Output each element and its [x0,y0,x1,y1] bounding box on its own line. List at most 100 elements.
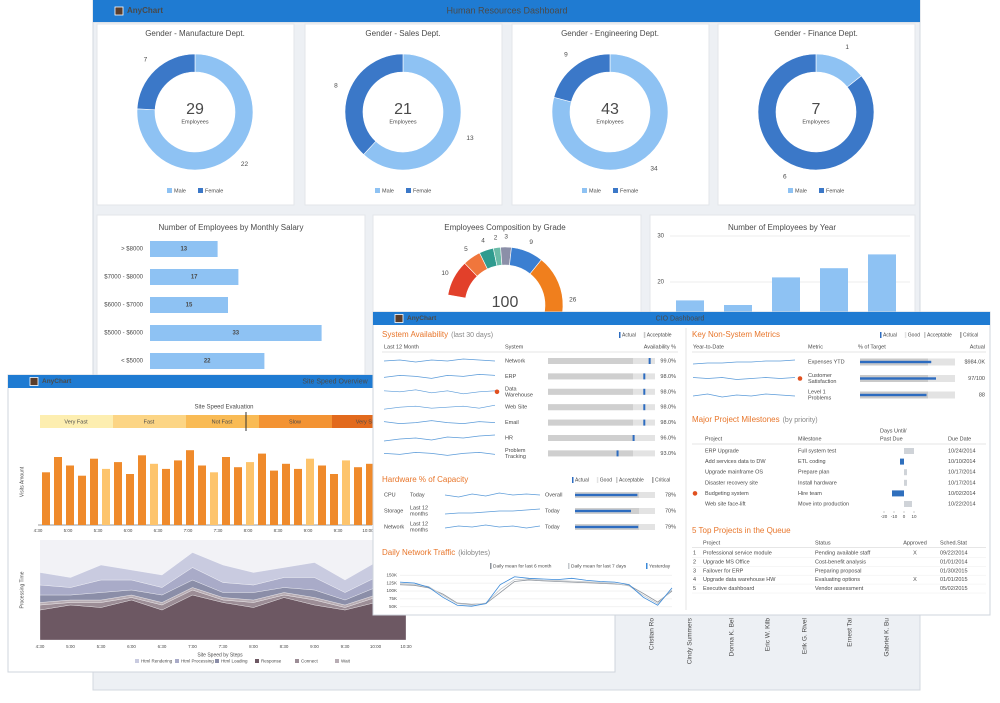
legend-swatch [375,188,380,193]
slice-label: 5 [464,246,468,253]
x-tick-label: 8:00 [244,528,253,533]
column-header: Milestone [798,436,822,442]
due-date: 10/17/2014 [948,480,976,486]
milestone-name: Move into production [798,501,849,507]
sparkline [692,393,796,398]
evaluation-band [186,415,259,428]
milestone-name: ETL coding [798,459,826,465]
system-name: Problem [505,448,526,454]
bullet-acceptable [548,373,633,380]
value-label: 99.0% [660,358,676,364]
section-title: Daily Network Traffic (kilobytes) [382,548,490,557]
alert-dot [494,389,500,395]
bar [366,463,374,525]
donut-slice [344,53,404,155]
column-header: System [505,344,524,350]
legend-swatch [904,332,907,338]
slice-label: 8 [334,82,338,89]
legend-label: Good [908,332,920,338]
panel-title: Number of Employees by Monthly Salary [159,223,304,232]
sparkline [383,452,496,456]
x-tick-label: 5:00 [66,644,75,649]
line [399,578,673,606]
donut-total: 29 [186,101,204,118]
section-title-text: 5 Top Projects in the Queue [692,526,791,535]
sparkline [444,508,541,515]
approved-mark: X [913,550,917,556]
evaluation-title: Site Speed Evaluation [194,405,253,411]
category-label: $7000 - $8000 [104,275,143,281]
schedule-date: 09/22/2014 [940,550,968,556]
column-header: Year-to-Date [693,344,724,350]
legend-swatch [880,332,882,338]
section-title-text: Key Non-System Metrics [692,330,780,339]
column-header: Due Date [948,436,971,442]
x-tick-label: 7:30 [214,528,223,533]
slice-label: 4 [481,237,485,244]
panel-title: Gender - Manufacture Dept. [145,29,245,38]
bar [138,455,146,525]
legend-label: Daily mean for last 7 days [571,563,627,569]
window-title: Human Resources Dashboard [446,5,567,15]
bar [102,468,110,525]
slice-label: 22 [241,161,249,168]
legend-swatch [255,659,259,663]
legend-label: Male [795,188,807,194]
y-tick-label: 20 [657,280,664,286]
bullet-actual [643,373,646,380]
y-axis-label: Visits Amount [19,466,25,497]
name-label: Cindy Summers [687,617,694,664]
y-axis-label: Processing Time [19,571,25,608]
legend-label: Html Rendering [141,659,173,664]
panel-title: Gender - Sales Dept. [365,29,440,38]
name-label: Ernest Tai [847,618,854,647]
site-speed-window: AnyChart Site Speed Overview Site Speed Ev… [7,374,616,673]
bar [270,470,278,525]
period-label: months [410,511,428,517]
slice-label: 1 [845,44,849,51]
legend-swatch [596,477,599,483]
donut-total-label: Employees [596,119,623,125]
x-tick-label: 9:30 [334,528,343,533]
slice-label: 10 [441,270,449,277]
bar [150,325,322,341]
donut-total: 21 [394,101,412,118]
legend-swatch [646,563,648,569]
legend-label: Female [620,188,638,194]
x-tick-label: 8:30 [280,644,289,649]
legend-label: Yesterday [649,563,671,569]
legend-swatch [643,332,646,338]
donut-total: 43 [601,101,619,118]
bar [42,472,50,525]
donut-total: 100 [492,294,519,311]
metric-name: Satisfaction [808,379,836,385]
bullet-actual [860,393,927,397]
hardware-name: Network [384,524,404,530]
bar [210,472,218,525]
band-label: Fast [144,419,155,425]
donut-slice [136,53,196,111]
metric-name: Expenses YTD [808,359,845,365]
x-tick-label: 4:30 [34,528,43,533]
evaluation-band [40,415,113,428]
bullet-actual [632,435,635,441]
system-name: Warehouse [505,392,533,398]
name-label: Gabriel K. Bu [884,618,891,657]
x-tick-label: 9:00 [304,528,313,533]
x-tick-label: 7:00 [188,644,197,649]
panel-title: Gender - Finance Dept. [774,29,858,38]
legend-swatch [960,332,962,338]
line [399,576,673,607]
days-bar [892,490,904,497]
column-header: Sched.Stat [940,540,967,546]
project-name: Disaster recovery site [705,480,758,486]
legend-label: Wait [341,659,351,664]
status: Preparing proposal [815,568,861,574]
panel-title: Employees Composition by Grade [444,223,566,232]
band-label: Very Slow [356,419,380,425]
donut-slice [136,53,254,171]
band-label: Not Fast [212,419,233,425]
legend-label: Male [382,188,394,194]
status: Pending available staff [815,550,871,556]
